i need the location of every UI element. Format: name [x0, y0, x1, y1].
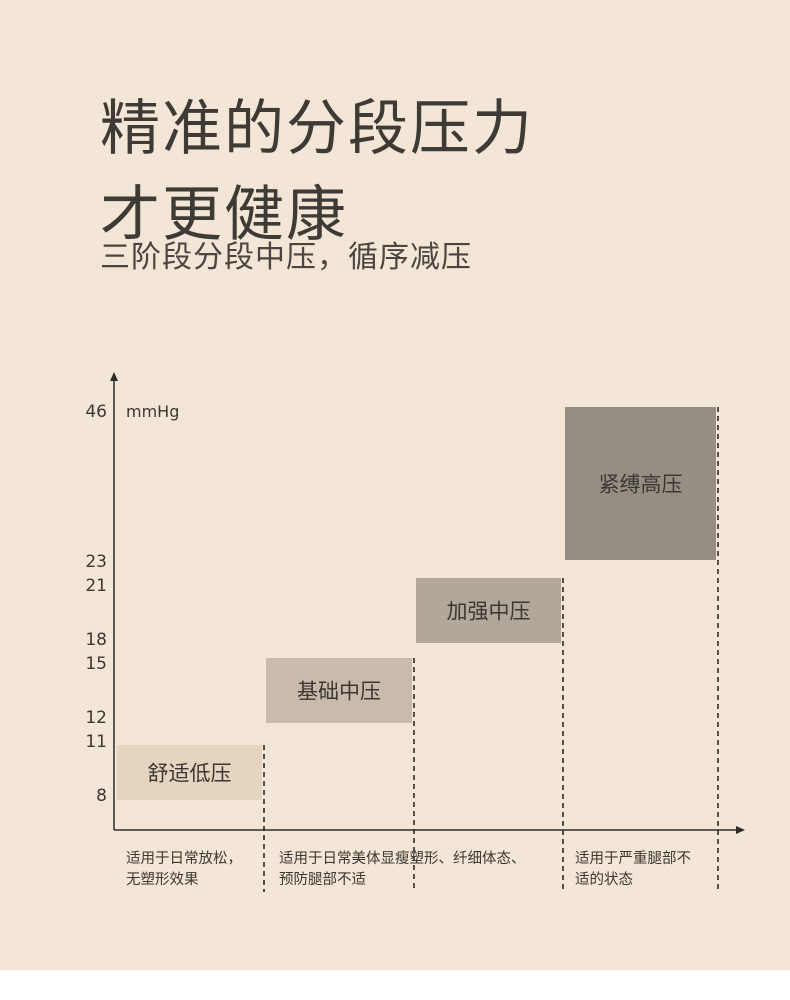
pressure-bar	[565, 407, 716, 560]
stage-description-line: 适用于日常美体显瘦塑形、纤细体态、	[279, 850, 526, 867]
y-tick-label: 8	[96, 786, 107, 806]
pressure-bar-label: 紧缚高压	[599, 473, 683, 497]
stage-description-line: 适用于严重腿部不	[575, 850, 691, 867]
y-tick-label: 18	[85, 630, 107, 650]
pressure-bar	[416, 578, 561, 643]
pressure-bar-label: 加强中压	[447, 600, 531, 624]
y-tick-label: 46	[85, 402, 107, 422]
y-axis-unit-label: mmHg	[126, 402, 179, 421]
y-tick-label: 23	[85, 552, 107, 572]
y-tick-label: 12	[85, 708, 107, 728]
y-tick-label: 15	[85, 654, 107, 674]
title-line-1: 精准的分段压力	[100, 94, 534, 164]
y-tick-label: 11	[85, 732, 107, 752]
stage-description-line: 适的状态	[575, 871, 633, 888]
pressure-bar-label: 基础中压	[297, 680, 381, 704]
page-title: 精准的分段压力 才更健康	[100, 86, 534, 258]
bottom-strip	[0, 970, 790, 1000]
stage-description-line: 预防腿部不适	[279, 871, 366, 888]
page-subtitle: 三阶段分段中压，循序减压	[100, 240, 472, 275]
y-axis-arrow	[110, 372, 118, 381]
x-axis-arrow	[736, 826, 745, 834]
stage-description-line: 无塑形效果	[126, 871, 199, 888]
pressure-bar-label: 舒适低压	[148, 762, 232, 786]
pressure-bar	[117, 745, 262, 800]
title-line-2: 才更健康	[100, 180, 348, 250]
stage-description-line: 适用于日常放松，	[126, 850, 242, 867]
pressure-bar	[266, 658, 412, 723]
y-tick-label: 21	[85, 576, 107, 596]
